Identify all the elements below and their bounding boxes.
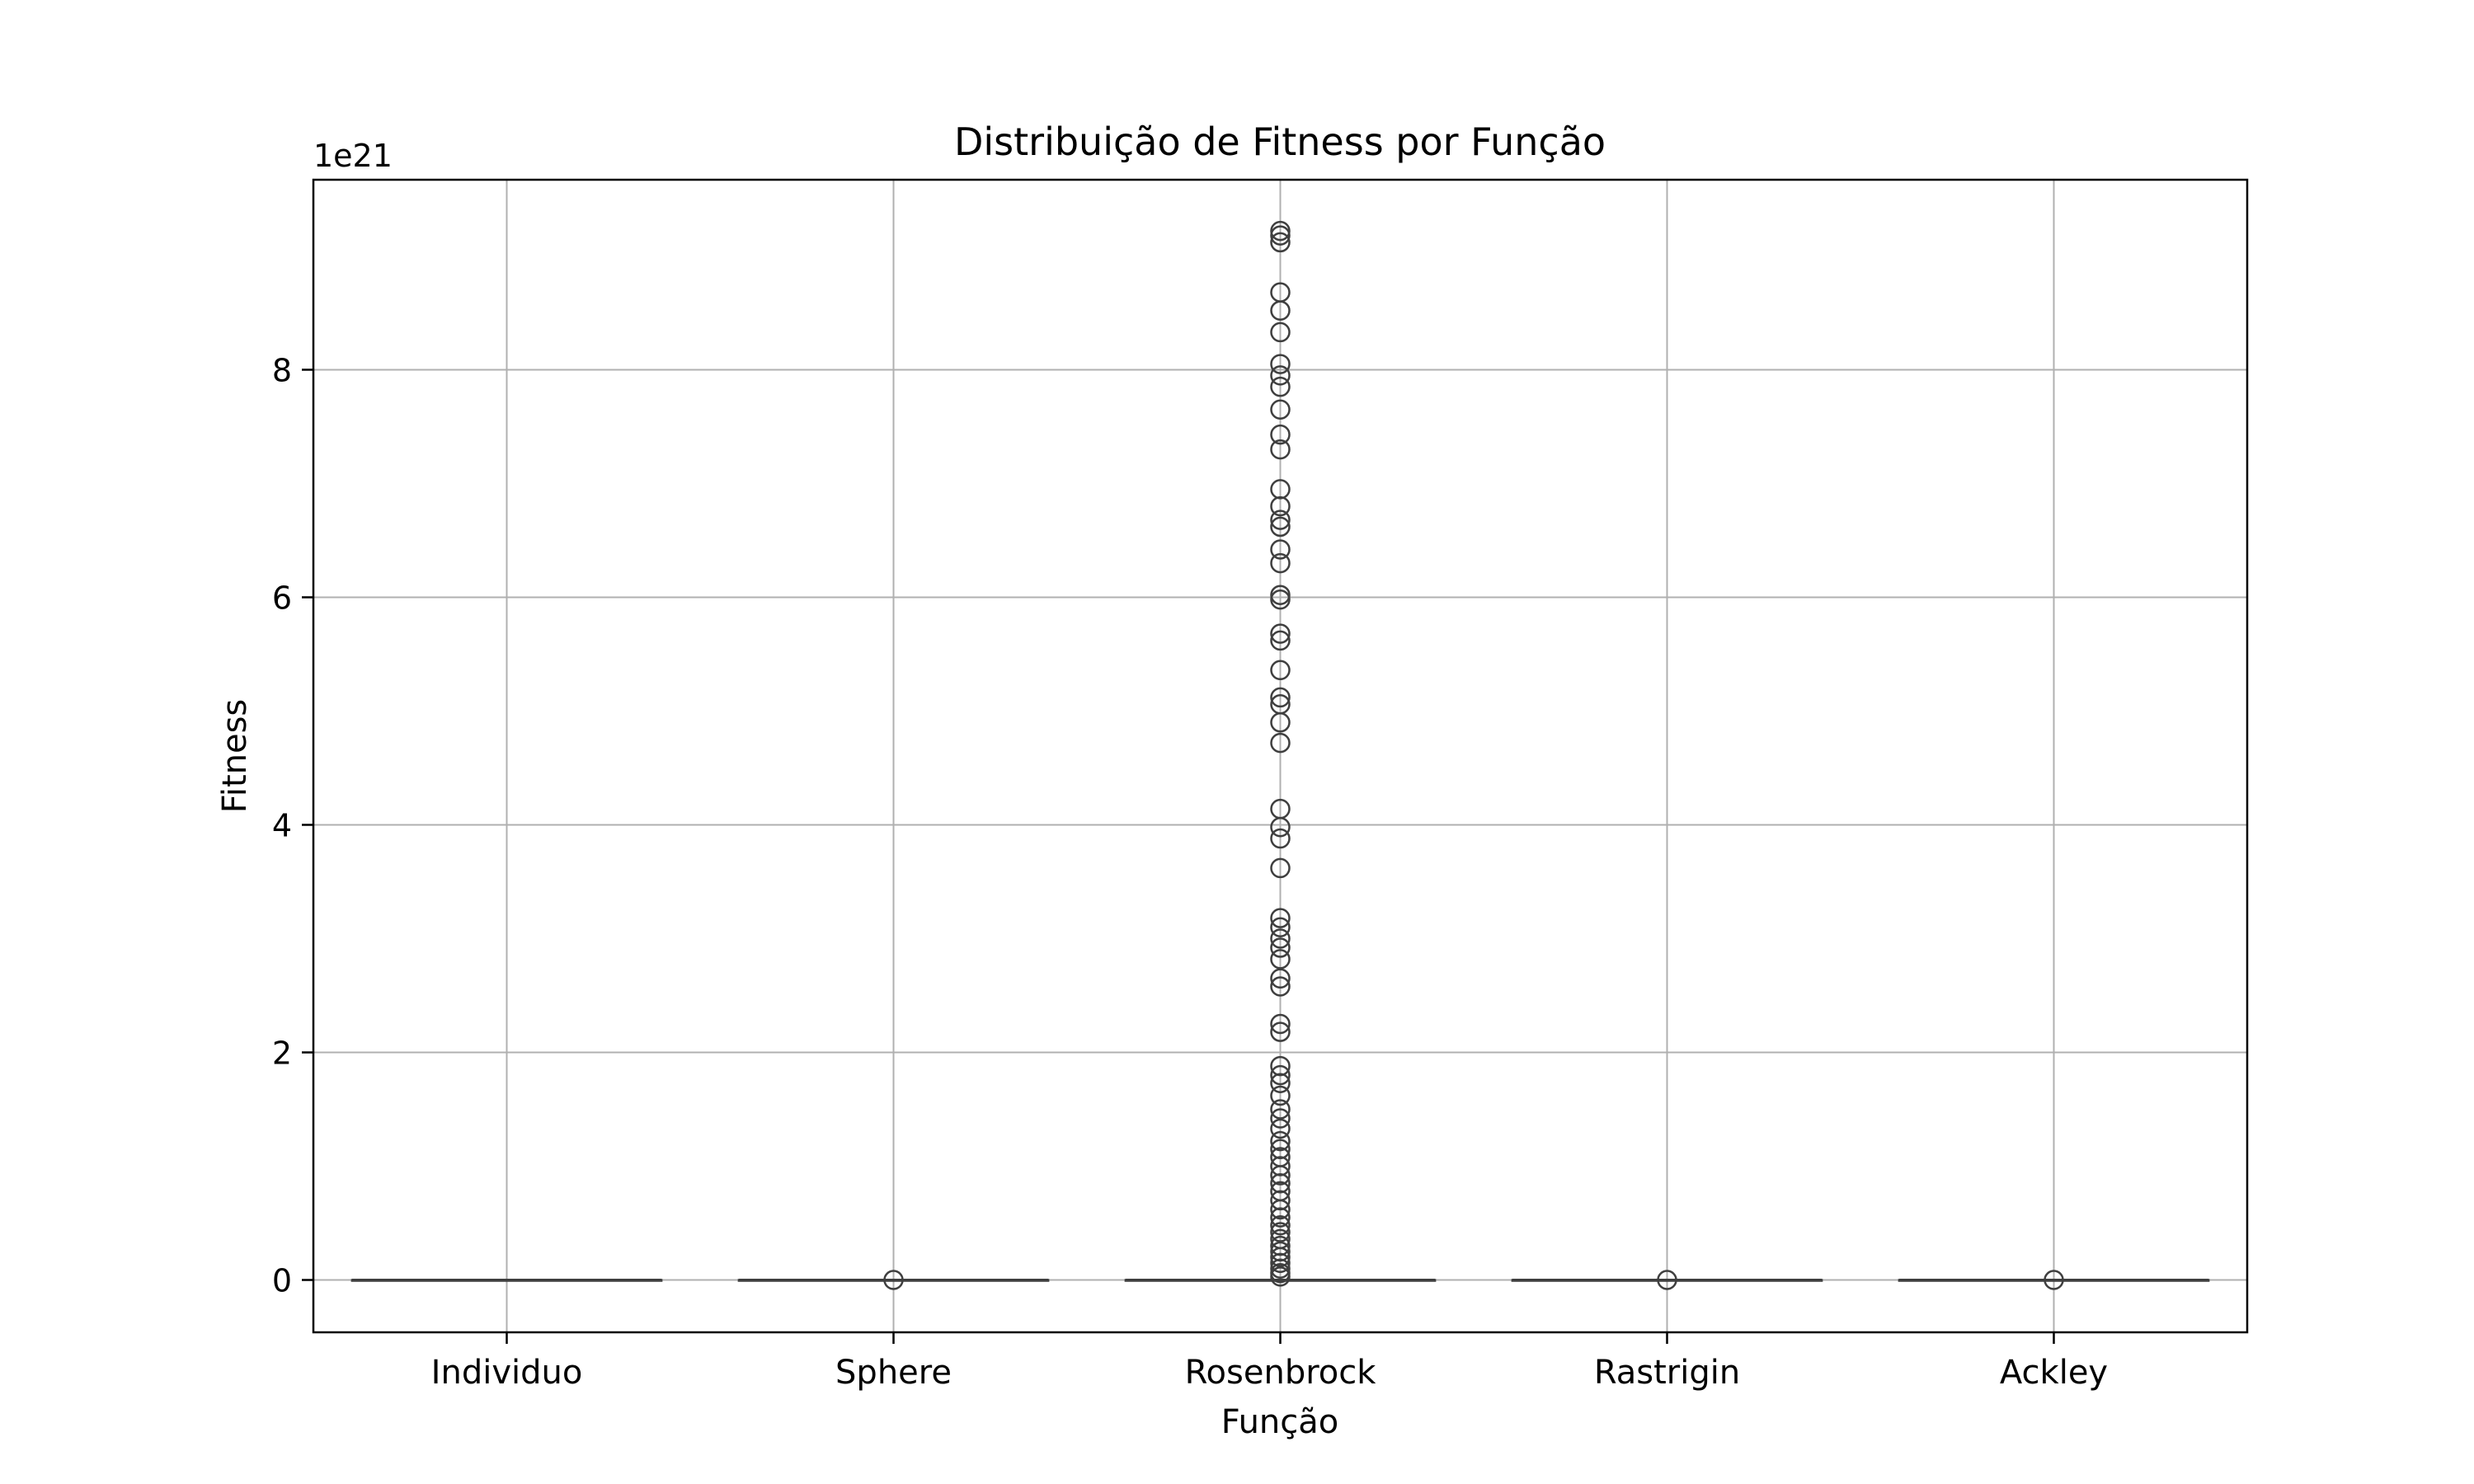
y-tick-label: 6 xyxy=(272,580,292,616)
outlier-point xyxy=(1270,1055,1291,1077)
outlier-point xyxy=(1270,917,1291,937)
chart-title: Distribuição de Fitness por Função xyxy=(954,120,1606,164)
grid-layer xyxy=(313,180,2247,1332)
outlier-point xyxy=(1270,687,1291,708)
box-layer xyxy=(350,220,2210,1290)
outlier-point xyxy=(1270,908,1291,928)
outlier-point xyxy=(1270,220,1291,242)
outlier-point xyxy=(1270,928,1291,949)
outlier-point xyxy=(1270,322,1291,343)
outlier-point xyxy=(1270,1199,1291,1220)
outlier-point xyxy=(1270,968,1291,989)
outlier-point xyxy=(1270,660,1291,681)
outlier-point xyxy=(1270,1013,1291,1035)
outlier-point xyxy=(1270,1064,1291,1086)
y-axis-offset-label: 1e21 xyxy=(313,138,393,174)
outlier-point xyxy=(1270,479,1291,500)
x-tick-label: Rosenbrock xyxy=(1185,1354,1377,1392)
outlier-point xyxy=(1270,1258,1291,1279)
y-tick-label: 0 xyxy=(272,1263,292,1299)
outlier-point xyxy=(1270,300,1291,321)
y-axis-label: Fitness xyxy=(216,699,254,814)
outlier-point xyxy=(1270,1099,1291,1120)
outlier-point xyxy=(1270,424,1291,445)
outlier-point xyxy=(1270,1235,1291,1256)
outlier-point xyxy=(1270,630,1291,651)
outlier-point xyxy=(1270,365,1291,386)
outlier-point xyxy=(1270,817,1291,838)
outlier-point xyxy=(1270,1247,1291,1268)
outlier-point xyxy=(1657,1270,1677,1290)
outlier-point xyxy=(1270,1172,1291,1194)
x-tick-label: Individuo xyxy=(431,1354,583,1392)
x-axis-label: Função xyxy=(1221,1403,1339,1441)
outlier-point xyxy=(1270,589,1291,610)
outlier-point xyxy=(1270,1085,1291,1106)
outlier-point xyxy=(1270,1130,1291,1152)
outlier-point xyxy=(1270,495,1291,517)
outlier-point xyxy=(1270,399,1291,420)
outlier-point xyxy=(2044,1270,2064,1290)
outlier-point xyxy=(1270,225,1291,246)
outlier-point xyxy=(1270,857,1291,879)
y-tick-label: 2 xyxy=(272,1036,292,1072)
y-tick-label: 4 xyxy=(272,807,292,843)
outlier-point xyxy=(1270,354,1291,374)
outlier-point xyxy=(1270,712,1291,733)
outlier-point xyxy=(1270,1190,1291,1211)
outlier-point xyxy=(1270,1139,1291,1160)
outlier-point xyxy=(1270,1108,1291,1129)
outlier-point xyxy=(1270,439,1291,460)
outlier-point xyxy=(1270,1241,1291,1262)
outlier-point xyxy=(1270,949,1291,970)
x-tick-label: Ackley xyxy=(2000,1354,2108,1392)
outlier-point xyxy=(1270,828,1291,849)
outlier-point xyxy=(1270,1266,1291,1287)
outlier-point xyxy=(1270,1215,1291,1236)
outlier-point xyxy=(1270,1021,1291,1042)
outlier-point xyxy=(1270,552,1291,574)
outlier-point xyxy=(1270,585,1291,605)
y-tick-label: 8 xyxy=(272,352,292,388)
outlier-point xyxy=(1270,1252,1291,1274)
outlier-point xyxy=(1270,1222,1291,1242)
outlier-point xyxy=(1270,1207,1291,1228)
outlier-point xyxy=(1270,732,1291,754)
x-tick-label: Rastrigin xyxy=(1594,1354,1740,1392)
outlier-point xyxy=(1270,1073,1291,1094)
outlier-point xyxy=(1270,539,1291,560)
tick-layer: 0 2 4 6 8 Individuo Sphere Rosenbrock Rastrigin A… xyxy=(272,352,2108,1392)
outlier-point xyxy=(1270,976,1291,997)
outlier-point xyxy=(1270,1156,1291,1176)
outlier-point xyxy=(1270,510,1291,530)
outlier-point xyxy=(1270,1118,1291,1139)
outlier-point xyxy=(1270,232,1291,253)
outlier-point xyxy=(1270,937,1291,958)
outlier-point xyxy=(1270,516,1291,538)
outlier-point xyxy=(1270,376,1291,397)
x-tick-label: Sphere xyxy=(835,1354,952,1392)
outlier-point xyxy=(883,1270,904,1290)
outlier-point xyxy=(1270,1165,1291,1186)
outlier-point xyxy=(1270,623,1291,644)
